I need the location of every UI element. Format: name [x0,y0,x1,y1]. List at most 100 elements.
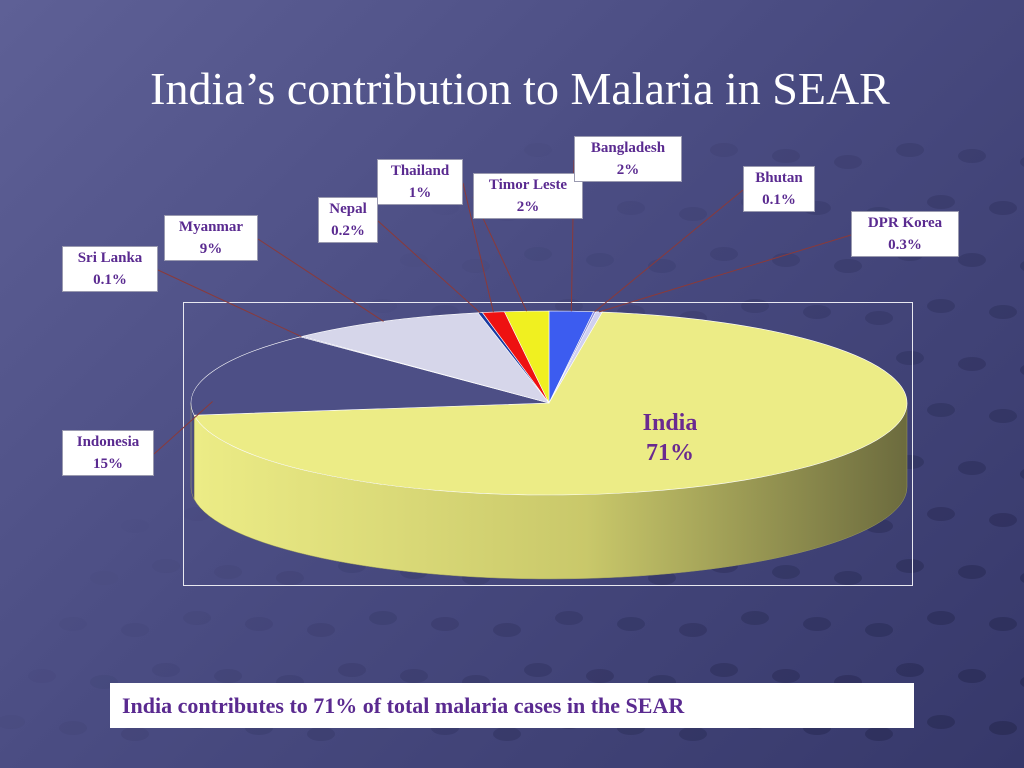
slice-label-name: Sri Lanka [77,250,143,266]
footer-note: India contributes to 71% of total malari… [110,683,914,728]
background-dot [896,559,924,573]
background-dot [121,623,149,637]
background-dot [927,195,955,209]
background-dot [958,253,986,267]
background-dot [710,663,738,677]
background-dot [214,565,242,579]
background-dot [958,565,986,579]
background-dot [1020,573,1024,583]
slice-label-value: 15% [93,456,123,472]
background-dot [989,617,1017,631]
background-dot [245,617,273,631]
slice-label-name: Thailand [390,163,450,179]
leader-line [153,401,213,455]
background-dot [803,617,831,631]
background-dot [338,663,366,677]
background-dot [152,663,180,677]
leader-line [377,220,481,314]
background-dot [989,721,1017,735]
background-dot [1020,261,1024,271]
slice-label-name: DPR Korea [867,215,943,231]
slice-label-myanmar: Myanmar 9% [164,215,258,261]
background-dot [834,155,862,169]
background-dot [865,623,893,637]
background-dot [989,201,1017,215]
background-dot [555,611,583,625]
slide-title: India’s contribution to Malaria in SEAR [150,63,890,114]
background-dot [989,513,1017,527]
background-dot [927,611,955,625]
slice-label-value: 9% [199,241,223,257]
background-dot [927,403,955,417]
background-dot [1020,677,1024,687]
leader-line [257,238,384,322]
slice-label-name: Bangladesh [590,140,666,156]
background-dot [896,143,924,157]
background-dot [617,201,645,215]
slice-label-name: Indonesia [76,434,140,450]
background-dot [586,253,614,267]
slice-label-india: India 71% [620,408,720,468]
slice-label-thailand: Thailand 1% [377,159,463,205]
background-dot [896,663,924,677]
plot-area-frame [183,302,913,586]
background-dot [865,727,893,741]
background-dot [958,149,986,163]
background-dot [927,299,955,313]
leader-line [157,269,302,338]
slice-label-bangladesh: Bangladesh 2% [574,136,682,182]
background-dot [834,571,862,585]
background-dot [772,565,800,579]
background-dot [307,623,335,637]
background-dot [493,727,521,741]
pie-slice-india [193,311,908,496]
slice-label-value: 1% [408,185,432,201]
slice-label-indonesia: Indonesia 15% [62,430,154,476]
background-dot [772,149,800,163]
background-dot [431,617,459,631]
slice-label-nepal: Nepal 0.2% [318,197,378,243]
background-dot [958,669,986,683]
leader-line [594,189,744,313]
background-dot [679,207,707,221]
leader-line [598,234,852,313]
leader-line [462,182,494,313]
background-dot [524,247,552,261]
pie-slice-myanmar [301,312,550,404]
pie-slice-indonesia [190,336,550,416]
background-dot [989,409,1017,423]
slice-label-name: India [642,410,698,436]
background-dot [369,611,397,625]
slice-label-value: 0.1% [762,192,796,208]
slice-label-timor-leste: Timor Leste 2% [473,173,583,219]
background-dot [710,143,738,157]
background-dot [152,559,180,573]
slice-label-name: Timor Leste [488,177,568,193]
background-dot [1020,157,1024,167]
background-dot [586,669,614,683]
slice-label-sri-lanka: Sri Lanka 0.1% [62,246,158,292]
background-dot [679,727,707,741]
slice-label-name: Nepal [329,201,367,217]
background-dot [834,259,862,273]
slice-label-bhutan: Bhutan 0.1% [743,166,815,212]
slice-label-value: 0.1% [93,272,127,288]
slice-label-name: Myanmar [178,219,244,235]
background-dot [927,507,955,521]
slice-label-value: 0.2% [331,223,365,239]
background-dot [803,305,831,319]
background-dot [927,715,955,729]
background-dot [59,721,87,735]
background-dot [28,669,56,683]
slice-label-name: Bhutan [755,170,803,186]
background-dot [524,663,552,677]
background-dot [772,669,800,683]
background-dot [989,305,1017,319]
background-dot [183,611,211,625]
slice-label-value: 2% [516,199,540,215]
background-dot [1020,365,1024,375]
background-dot [617,617,645,631]
background-dot [958,357,986,371]
background-dot [400,669,428,683]
